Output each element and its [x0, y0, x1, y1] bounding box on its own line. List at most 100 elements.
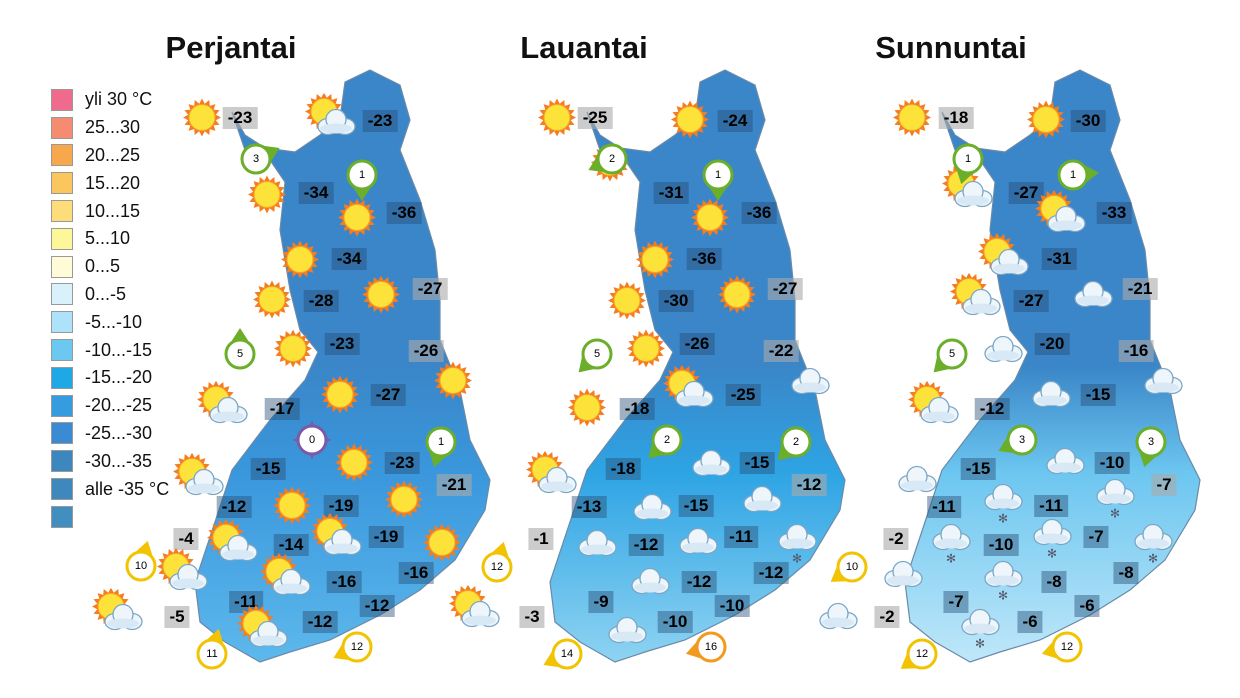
temperature-label: -22 — [763, 340, 799, 362]
temperature-label: -12 — [974, 398, 1010, 420]
legend-item: 25...30 — [51, 114, 169, 142]
temperature-label: -26 — [408, 340, 444, 362]
temperature-label: -10 — [714, 595, 750, 617]
legend-swatch — [51, 283, 73, 306]
temperature-label: -23 — [362, 110, 398, 132]
legend-label: -5...-10 — [85, 311, 143, 332]
temperature-label: -16 — [1118, 340, 1154, 362]
temperature-label: -15 — [250, 458, 286, 480]
legend-label: 15...20 — [85, 172, 141, 193]
legend-item: -20...-25 — [51, 392, 169, 420]
wind-speed: 5 — [236, 348, 244, 360]
svg-text:✻: ✻ — [975, 637, 985, 651]
wind-marker: 11 — [194, 628, 230, 672]
temperature-label: -31 — [1041, 248, 1077, 270]
temperature-label: -11 — [927, 496, 961, 518]
wind-marker: 12 — [333, 629, 375, 665]
sun-cloud-icon — [196, 380, 248, 435]
wind-speed: 1 — [964, 153, 972, 165]
svg-text:✻: ✻ — [998, 589, 1008, 603]
sun-icon — [267, 325, 319, 378]
sun-icon — [711, 271, 763, 324]
temperature-label: -27 — [767, 278, 803, 300]
temperature-label: -16 — [398, 562, 434, 584]
wind-marker: 5 — [222, 328, 258, 372]
sun-cloud-icon — [525, 450, 577, 505]
sun-icon — [266, 482, 318, 535]
wind-speed: 1 — [437, 436, 445, 448]
wind-marker: 1 — [423, 424, 459, 468]
sun-icon — [684, 194, 736, 247]
sun-cloud-icon — [206, 518, 258, 573]
legend-item: 15...20 — [51, 169, 169, 197]
temperature-label: -12 — [791, 474, 827, 496]
cloud-snow-icon: ✻ — [1127, 519, 1179, 572]
temperature-label: -12 — [753, 562, 789, 584]
wind-speed: 2 — [608, 153, 616, 165]
sun-icon — [378, 476, 430, 529]
wind-marker: 10 — [123, 540, 159, 584]
cloud-icon — [1137, 359, 1189, 412]
wind-speed: 3 — [1018, 434, 1026, 446]
temperature-label: -6 — [1017, 611, 1043, 633]
sun-icon — [561, 384, 613, 437]
wind-marker: 1 — [950, 141, 986, 185]
legend-item: yli 30 °C — [51, 86, 169, 114]
wind-speed: 14 — [560, 648, 574, 660]
legend-label: -15...-20 — [85, 367, 153, 388]
temperature-label: -23 — [222, 107, 258, 129]
cloud-icon — [784, 359, 836, 412]
temperature-label: -5 — [164, 606, 190, 628]
wind-marker: 1 — [1055, 157, 1099, 193]
cloud-snow-icon: ✻ — [954, 604, 1006, 657]
temperature-label: -27 — [370, 384, 406, 406]
temperature-label: -36 — [386, 202, 422, 224]
legend-swatch — [51, 394, 73, 417]
wind-marker: 12 — [479, 541, 515, 585]
wind-speed: 12 — [915, 648, 929, 660]
sun-cloud-icon — [259, 552, 311, 607]
temperature-label: -23 — [384, 452, 420, 474]
sun-cloud-icon — [156, 547, 208, 602]
cloud-icon — [626, 485, 678, 538]
sun-icon — [176, 94, 228, 147]
temperature-label: -30 — [658, 290, 694, 312]
sun-icon — [241, 171, 293, 224]
legend-label: 10...15 — [85, 200, 141, 221]
wind-marker: 5 — [578, 336, 615, 373]
temperature-label: -11 — [1034, 495, 1068, 517]
wind-marker: 1 — [344, 157, 380, 201]
temperature-label: -2 — [883, 528, 909, 550]
legend-item: 0...5 — [51, 253, 169, 281]
cloud-icon — [571, 521, 623, 574]
legend-swatch — [51, 116, 73, 139]
sun-icon — [620, 325, 672, 378]
cloud-icon — [736, 477, 788, 530]
legend-swatch — [51, 144, 73, 167]
legend-item: 20...25 — [51, 142, 169, 170]
temperature-label: -19 — [368, 526, 404, 548]
temperature-label: -17 — [264, 398, 300, 420]
wind-marker: 2 — [588, 141, 630, 177]
temperature-label: -11 — [724, 526, 758, 548]
wind-marker: 16 — [685, 629, 729, 665]
cloud-icon — [812, 594, 864, 647]
legend-label: -10...-15 — [85, 339, 153, 360]
cloud-icon — [1025, 372, 1077, 425]
legend-item: -15...-20 — [51, 364, 169, 392]
wind-speed: 10 — [845, 561, 859, 573]
cloud-snow-icon: ✻ — [1089, 474, 1141, 527]
temperature-label: -15 — [739, 452, 775, 474]
day-title-sunday: Sunnuntai — [875, 30, 1027, 65]
temperature-label: -3 — [519, 606, 545, 628]
wind-speed: 1 — [1069, 169, 1077, 181]
legend-label: 5...10 — [85, 228, 131, 249]
legend-swatch — [51, 478, 73, 501]
temperature-label: -15 — [678, 495, 714, 517]
temperature-label: -19 — [323, 495, 359, 517]
wind-marker: 12 — [1041, 629, 1085, 665]
temperature-label: -7 — [943, 591, 969, 613]
temperature-label: -27 — [412, 278, 448, 300]
temperature-label: -18 — [619, 398, 655, 420]
temperature-label: -18 — [605, 458, 641, 480]
